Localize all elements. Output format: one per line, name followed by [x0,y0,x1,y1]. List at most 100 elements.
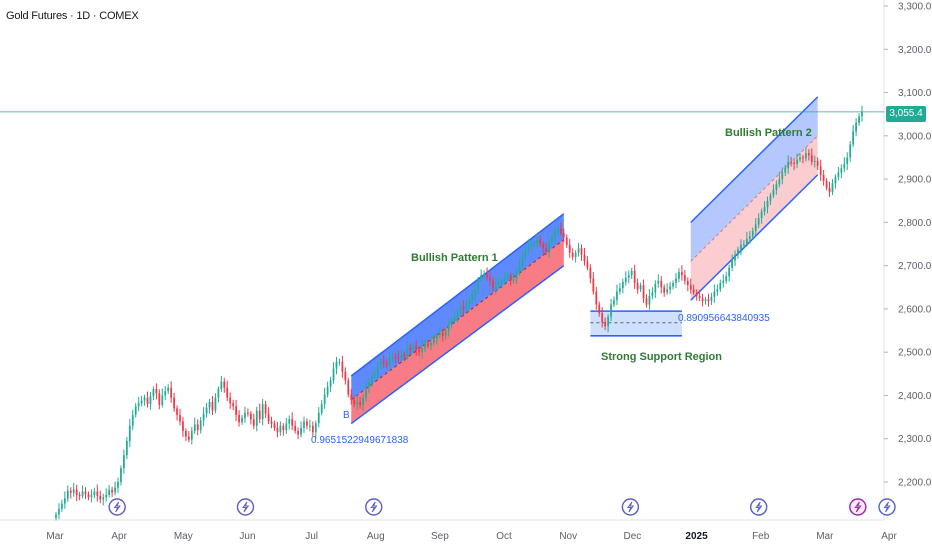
candle-body [855,122,857,132]
candle-body [554,231,556,238]
candle-body [140,400,143,404]
candle-body [604,321,607,327]
candle-body [385,363,388,366]
candle-body [704,299,707,302]
candle-body [583,254,586,262]
candle-body [149,396,152,405]
support-label: Strong Support Region [601,351,722,363]
x-tick-label: Mar [816,531,834,542]
candle-body [506,275,509,278]
candle-body [861,111,863,117]
candle-body [128,425,131,441]
candle-body [314,423,317,433]
candle-body [267,413,270,422]
candle-body [766,200,769,208]
candle-body [208,401,211,408]
y-tick-label: 3,200.0 [898,45,932,56]
candle-body [282,425,285,431]
candle-body [480,275,483,280]
x-tick-label: 2025 [685,531,708,542]
candle-body [701,298,704,302]
candle-body [630,270,633,276]
candle-body [497,282,500,286]
candle-body [350,394,353,400]
candle-body [359,401,361,405]
x-tick-label: Nov [559,531,577,542]
last-price-badge: 3,055.4 [886,106,926,122]
candle-body [232,403,235,407]
candle-body [825,181,828,188]
candle-body [837,172,840,177]
candle-body [492,280,494,289]
candle-body [743,244,745,245]
candle-body [471,295,474,301]
candle-body [409,347,412,351]
candle-body [433,339,435,343]
y-tick-label: 2,600.0 [898,304,932,315]
candle-body [63,498,66,504]
candle-body [226,387,229,398]
fib2-value-label: 0.890956643840935 [678,313,770,324]
lightning-icon-6[interactable] [878,498,896,516]
candle-body [692,289,695,293]
candle-body [435,334,438,340]
candle-body [805,153,807,159]
candle-body [642,285,645,299]
candle-body [781,172,784,180]
candle-body [648,295,651,305]
x-tick-label: Jul [305,531,318,542]
candle-body [90,494,93,498]
candle-body [252,419,255,426]
candle-body [317,412,320,424]
candle-body [562,233,565,238]
pattern2-label: Bullish Pattern 2 [725,127,812,139]
candle-body [819,166,822,175]
candle-body [244,412,246,418]
candle-body [551,237,553,242]
pattern1-lower-band [351,239,564,424]
flash-icon-active[interactable] [849,498,867,516]
candle-body [161,395,164,405]
candle-body [69,490,72,493]
candle-body [179,414,181,422]
candle-body [187,436,190,440]
candle-body [146,397,149,405]
candle-body [158,393,161,405]
y-tick-label: 2,400.0 [898,391,932,402]
candle-body [167,387,170,392]
y-tick-label: 2,900.0 [898,175,932,186]
lightning-icon-1[interactable] [108,498,126,516]
x-tick-label: Apr [881,531,897,542]
candle-body [601,313,604,322]
candle-body [261,404,264,420]
candle-body [75,489,78,495]
pattern2-lower-line [690,174,819,301]
candle-body [524,249,527,257]
candle-body [311,425,314,433]
candle-body [852,131,855,145]
lightning-icon-4[interactable] [621,498,640,516]
candle-body [574,252,577,257]
candle-body [61,503,63,509]
candle-body [185,430,187,437]
lightning-icon-5[interactable] [749,498,768,516]
candle-body [495,285,497,289]
candle-body [444,330,447,336]
candle-body [796,159,798,164]
candle-body [309,425,311,427]
candle-body [793,162,795,164]
candle-body [131,414,134,426]
lightning-icon-2[interactable] [236,498,255,516]
candle-body [427,343,429,346]
candle-body [559,228,562,234]
candle-body [828,187,831,193]
candle-body [143,397,146,401]
candle-body [530,244,533,247]
candle-body [430,342,432,346]
candle-body [518,265,521,273]
candle-body [846,157,849,164]
lightning-icon-3[interactable] [365,498,383,516]
pattern1-lower-line [350,265,565,425]
fib1-value-label: 0.9651522949671838 [311,435,409,446]
